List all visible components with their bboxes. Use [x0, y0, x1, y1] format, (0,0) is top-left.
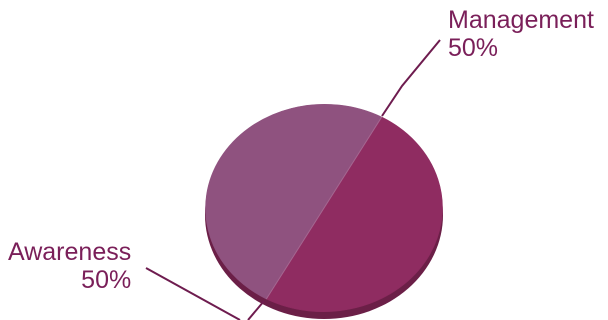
pie-divider: [265, 116, 383, 300]
slice-label-management: Management 50%: [448, 6, 594, 62]
pie-slice-management: [265, 116, 443, 312]
slice-label-management-value: 50%: [448, 34, 499, 62]
leader-line-awareness: [145, 267, 241, 320]
slice-label-management-name: Management: [448, 6, 594, 34]
leader-line-management: [381, 39, 441, 117]
slice-label-awareness: Awareness 50%: [8, 238, 131, 294]
slice-label-awareness-value: 50%: [81, 266, 132, 294]
slice-label-awareness-name: Awareness: [8, 238, 132, 266]
leader-line-awareness-end: [247, 300, 265, 320]
pie-slice-awareness: [205, 104, 383, 300]
pie-group: [145, 39, 443, 320]
